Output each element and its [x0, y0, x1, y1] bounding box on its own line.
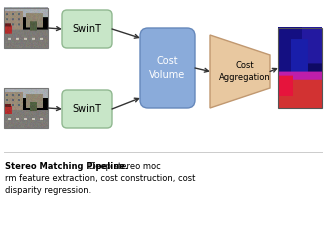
Text: Deep stereo moc: Deep stereo moc [86, 162, 161, 171]
Text: Stereo Matching Pipeline.: Stereo Matching Pipeline. [5, 162, 128, 171]
Text: rm feature extraction, cost construction, cost: rm feature extraction, cost construction… [5, 174, 195, 183]
Text: Cost
Volume: Cost Volume [149, 56, 185, 80]
Text: disparity regression.: disparity regression. [5, 186, 91, 195]
Bar [278, 28, 322, 108]
Text: Cost
Aggregation: Cost Aggregation [219, 61, 271, 82]
FancyBboxPatch shape [62, 90, 112, 128]
Text: SwinT: SwinT [72, 104, 101, 114]
Bar [4, 88, 48, 128]
FancyBboxPatch shape [62, 10, 112, 48]
Bar [4, 8, 48, 48]
Text: SwinT: SwinT [72, 24, 101, 34]
Polygon shape [210, 35, 270, 108]
FancyBboxPatch shape [140, 28, 195, 108]
